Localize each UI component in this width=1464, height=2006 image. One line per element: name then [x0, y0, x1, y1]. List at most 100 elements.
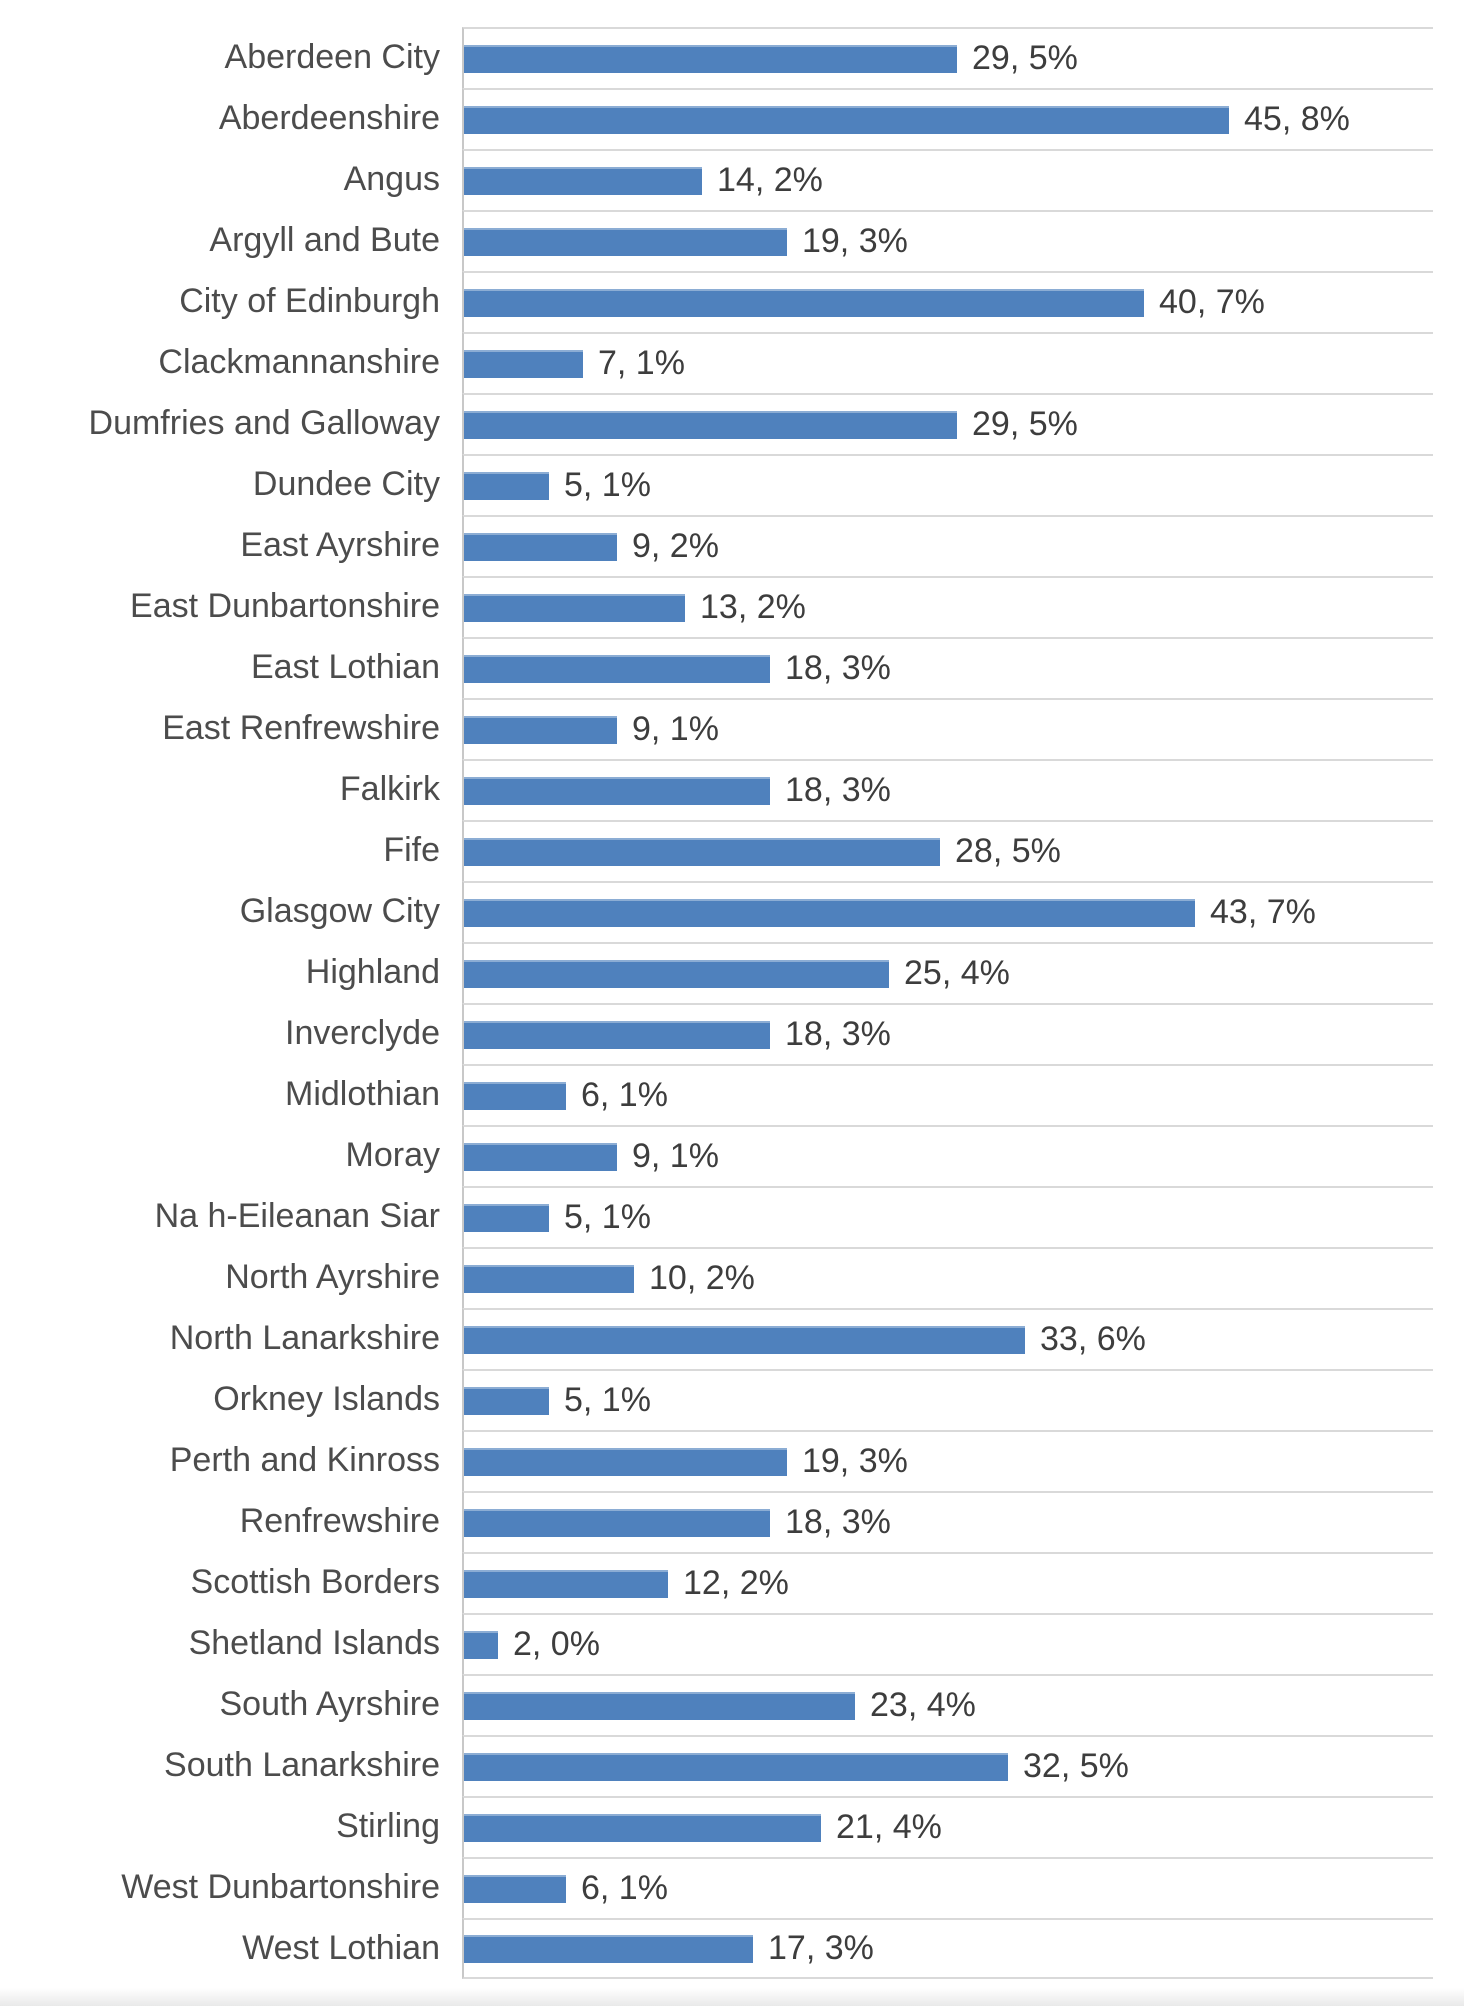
plot-row-band: 18, 3%: [462, 637, 1433, 698]
chart-row: Inverclyde 18, 3%: [0, 1003, 1464, 1064]
bar: [464, 1934, 753, 1963]
data-label: 18, 3%: [785, 649, 891, 687]
plot-row-band: 6, 1%: [462, 1857, 1433, 1918]
chart-row: Perth and Kinross 19, 3%: [0, 1430, 1464, 1491]
bar: [464, 1691, 855, 1720]
data-label: 19, 3%: [801, 1442, 908, 1480]
category-label: East Ayrshire: [240, 526, 440, 564]
category-label: Renfrewshire: [239, 1502, 440, 1540]
data-label: 5, 1%: [564, 1198, 651, 1236]
data-label: 13, 2%: [700, 588, 806, 626]
bar: [464, 1264, 634, 1293]
bar: [464, 837, 940, 866]
data-label: 18, 3%: [785, 771, 891, 809]
bar: [464, 1752, 1008, 1781]
chart-row: Stirling 21, 4%: [0, 1796, 1464, 1857]
data-label: 12, 2%: [683, 1564, 789, 1602]
bar: [464, 471, 549, 500]
plot-row-band: 13, 2%: [462, 576, 1433, 637]
chart-row: Shetland Islands 2, 0%: [0, 1613, 1464, 1674]
plot-row-band: 5, 1%: [462, 1369, 1433, 1430]
bar: [464, 1569, 668, 1598]
data-label: 5, 1%: [564, 466, 651, 504]
plot-row-band: 43, 7%: [462, 881, 1433, 942]
category-label: South Ayrshire: [219, 1685, 440, 1723]
category-label: Glasgow City: [239, 892, 440, 930]
data-label: 6, 1%: [581, 1869, 668, 1907]
plot-row-band: 14, 2%: [462, 149, 1433, 210]
category-label: Midlothian: [285, 1075, 440, 1113]
category-label: East Lothian: [250, 648, 440, 686]
bar: [464, 1508, 770, 1537]
plot-row-band: 23, 4%: [462, 1674, 1433, 1735]
page-bottom-strip: [0, 1988, 1464, 2006]
category-label: West Lothian: [242, 1929, 440, 1967]
plot-row-band: 5, 1%: [462, 454, 1433, 515]
data-label: 43, 7%: [1210, 893, 1316, 931]
chart-row: Midlothian 6, 1%: [0, 1064, 1464, 1125]
chart-row: West Lothian 17, 3%: [0, 1918, 1464, 1979]
bar: [464, 1447, 787, 1476]
bar: [464, 1630, 498, 1659]
category-label: Falkirk: [339, 770, 440, 808]
plot-row-band: 2, 0%: [462, 1613, 1433, 1674]
category-label: North Lanarkshire: [169, 1319, 440, 1357]
category-label: East Renfrewshire: [162, 709, 440, 747]
bar: [464, 1386, 549, 1415]
plot-row-band: 29, 5%: [462, 27, 1433, 88]
chart-row: East Lothian 18, 3%: [0, 637, 1464, 698]
data-label: 2, 0%: [513, 1625, 600, 1663]
plot-row-band: 29, 5%: [462, 393, 1433, 454]
category-label: East Dunbartonshire: [130, 587, 440, 625]
category-label: North Ayrshire: [225, 1258, 440, 1296]
data-label: 9, 1%: [632, 710, 719, 748]
chart-row: East Dunbartonshire 13, 2%: [0, 576, 1464, 637]
category-label: Na h-Eileanan Siar: [154, 1197, 440, 1235]
data-label: 9, 2%: [632, 527, 719, 565]
chart-row: Scottish Borders 12, 2%: [0, 1552, 1464, 1613]
plot-row-band: 25, 4%: [462, 942, 1433, 1003]
chart-row: Highland 25, 4%: [0, 942, 1464, 1003]
chart-row: City of Edinburgh 40, 7%: [0, 271, 1464, 332]
chart-row: South Ayrshire 23, 4%: [0, 1674, 1464, 1735]
chart-row: Clackmannanshire 7, 1%: [0, 332, 1464, 393]
data-label: 32, 5%: [1023, 1747, 1129, 1785]
bar: [464, 166, 702, 195]
chart-row: Argyll and Bute 19, 3%: [0, 210, 1464, 271]
bar: [464, 959, 889, 988]
plot-row-band: 33, 6%: [462, 1308, 1433, 1369]
chart-row: Aberdeenshire 45, 8%: [0, 88, 1464, 149]
plot-row-band: 7, 1%: [462, 332, 1433, 393]
plot-row-band: 40, 7%: [462, 271, 1433, 332]
data-label: 21, 4%: [836, 1808, 942, 1846]
plot-row-band: 21, 4%: [462, 1796, 1433, 1857]
chart-row: Na h-Eileanan Siar 5, 1%: [0, 1186, 1464, 1247]
chart-row: Dumfries and Galloway 29, 5%: [0, 393, 1464, 454]
category-label: Dundee City: [252, 465, 440, 503]
category-label: Highland: [305, 953, 440, 991]
chart-row: North Lanarkshire 33, 6%: [0, 1308, 1464, 1369]
chart-row: Orkney Islands 5, 1%: [0, 1369, 1464, 1430]
bar: [464, 776, 770, 805]
plot-row-band: 19, 3%: [462, 1430, 1433, 1491]
plot-row-band: 28, 5%: [462, 820, 1433, 881]
plot-row-band: 32, 5%: [462, 1735, 1433, 1796]
category-label: Aberdeenshire: [218, 99, 440, 137]
bar: [464, 715, 617, 744]
plot-row-band: 9, 2%: [462, 515, 1433, 576]
bar: [464, 1142, 617, 1171]
data-label: 33, 6%: [1040, 1320, 1146, 1358]
chart-row: Angus 14, 2%: [0, 149, 1464, 210]
plot-row-band: 19, 3%: [462, 210, 1433, 271]
chart-row: Aberdeen City 29, 5%: [0, 27, 1464, 88]
bar: [464, 1325, 1025, 1354]
category-label: Aberdeen City: [224, 38, 440, 76]
category-label: Perth and Kinross: [169, 1441, 440, 1479]
chart-row: Fife 28, 5%: [0, 820, 1464, 881]
plot-row-band: 45, 8%: [462, 88, 1433, 149]
category-label: Shetland Islands: [188, 1624, 440, 1662]
category-label: West Dunbartonshire: [121, 1868, 440, 1906]
category-label: South Lanarkshire: [164, 1746, 440, 1784]
bar: [464, 532, 617, 561]
